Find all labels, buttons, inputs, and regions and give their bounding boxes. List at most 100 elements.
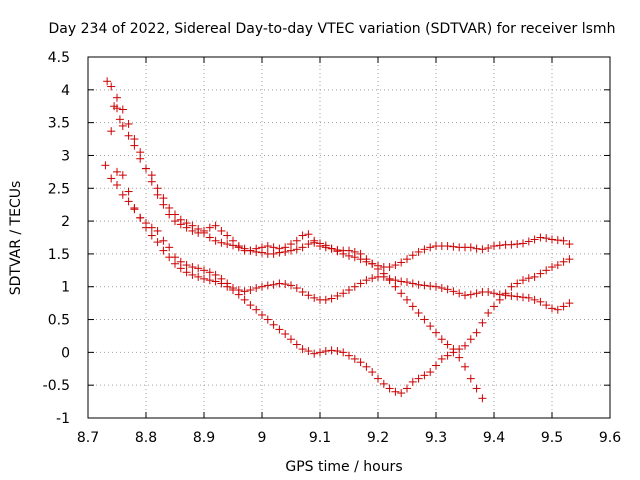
y-tick-label: -1 [56, 411, 70, 427]
data-point [304, 230, 313, 239]
data-point [118, 121, 127, 130]
data-point [524, 274, 533, 283]
data-point [524, 237, 533, 246]
data-point [385, 274, 394, 283]
data-point [316, 348, 324, 357]
data-point [466, 243, 475, 252]
data-point [391, 276, 400, 285]
data-point [362, 276, 371, 285]
data-point [408, 251, 417, 260]
data-point [513, 279, 522, 288]
data-point [159, 194, 168, 203]
data-point [327, 244, 336, 253]
data-point [269, 249, 278, 258]
data-point [194, 272, 203, 281]
data-point [275, 325, 284, 334]
data-point [420, 315, 429, 324]
data-point [304, 291, 313, 300]
data-point [246, 246, 255, 255]
data-point [565, 240, 574, 249]
data-point [229, 241, 237, 250]
data-point [281, 280, 290, 289]
data-point [437, 354, 446, 363]
data-point [553, 305, 562, 314]
y-tick-label: 4 [61, 83, 70, 99]
data-point [513, 292, 522, 301]
data-point [182, 219, 191, 228]
data-point [240, 244, 249, 253]
data-point [252, 284, 261, 293]
data-point [194, 224, 203, 233]
data-point [159, 236, 168, 245]
data-point [107, 127, 116, 136]
data-point [379, 379, 388, 388]
data-point [147, 231, 156, 240]
data-point [333, 291, 342, 300]
data-point [153, 226, 162, 235]
data-point [171, 259, 179, 268]
data-point [519, 293, 527, 302]
data-point [403, 295, 411, 304]
data-point [391, 261, 400, 270]
data-point [275, 248, 284, 257]
data-point [182, 261, 191, 270]
data-point [507, 282, 516, 291]
data-point [403, 255, 411, 264]
data-point [333, 347, 342, 356]
data-point [304, 240, 313, 249]
data-point [281, 247, 290, 256]
data-point [437, 335, 446, 344]
data-point [194, 264, 203, 273]
data-point [292, 284, 301, 293]
data-point [461, 362, 469, 371]
x-tick-label: 8.7 [77, 430, 99, 446]
data-point [153, 238, 162, 247]
data-point [258, 310, 266, 319]
data-point [559, 302, 568, 311]
data-point [513, 240, 522, 249]
data-point [113, 104, 121, 113]
data-point [339, 289, 348, 298]
data-point [269, 320, 278, 329]
data-point [217, 226, 226, 235]
data-point [321, 295, 330, 304]
data-point [559, 257, 568, 266]
y-tick-label: 1.5 [48, 247, 70, 263]
data-point [275, 279, 284, 288]
data-point [310, 349, 319, 358]
data-point [472, 244, 481, 253]
data-point [165, 253, 174, 262]
data-point [478, 245, 487, 254]
data-point [553, 236, 562, 245]
data-point [350, 354, 359, 363]
axis-ticks: 8.7 8.8 8.9 9 9.1 9.2 9.3 9.4 9.5 9.6 -1 -0.5 0 0.5 1 1… [43, 50, 622, 446]
data-point [519, 276, 527, 285]
data-point [350, 253, 359, 262]
data-point [530, 272, 539, 281]
grid-lines [88, 57, 610, 418]
y-tick-label: 0 [61, 345, 70, 361]
data-point [449, 348, 458, 357]
data-point [345, 251, 353, 260]
data-point [507, 291, 516, 300]
x-tick-label: 9.3 [425, 430, 447, 446]
data-point [182, 268, 191, 277]
data-point [374, 261, 382, 270]
data-point [252, 247, 261, 256]
data-point [420, 281, 429, 290]
data-point [548, 235, 556, 244]
data-point [113, 180, 121, 189]
data-point [211, 236, 220, 245]
data-points [101, 77, 574, 403]
data-point [397, 389, 406, 398]
data-point [414, 247, 423, 256]
y-tick-label: 3 [61, 148, 70, 164]
data-point [443, 340, 452, 349]
data-point [374, 374, 382, 383]
data-point [536, 233, 545, 242]
data-point [258, 282, 266, 291]
data-point [188, 270, 197, 279]
data-point [234, 290, 243, 299]
x-tick-label: 9 [258, 430, 267, 446]
